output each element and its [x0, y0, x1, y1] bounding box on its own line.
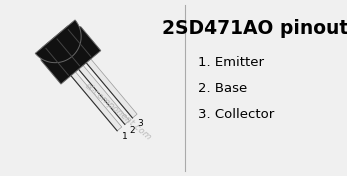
Text: 2: 2 [129, 125, 135, 134]
Polygon shape [84, 57, 137, 118]
Text: el-component.com: el-component.com [83, 81, 153, 143]
Polygon shape [69, 70, 122, 131]
Text: 2SD471AO pinout: 2SD471AO pinout [162, 18, 347, 37]
Text: 3: 3 [137, 119, 143, 128]
Text: 2. Base: 2. Base [198, 81, 247, 95]
Text: 1. Emitter: 1. Emitter [198, 55, 264, 68]
Text: 3. Collector: 3. Collector [198, 108, 274, 121]
Polygon shape [77, 63, 129, 124]
Polygon shape [41, 26, 101, 84]
Text: 1: 1 [121, 132, 127, 141]
Polygon shape [35, 20, 81, 63]
